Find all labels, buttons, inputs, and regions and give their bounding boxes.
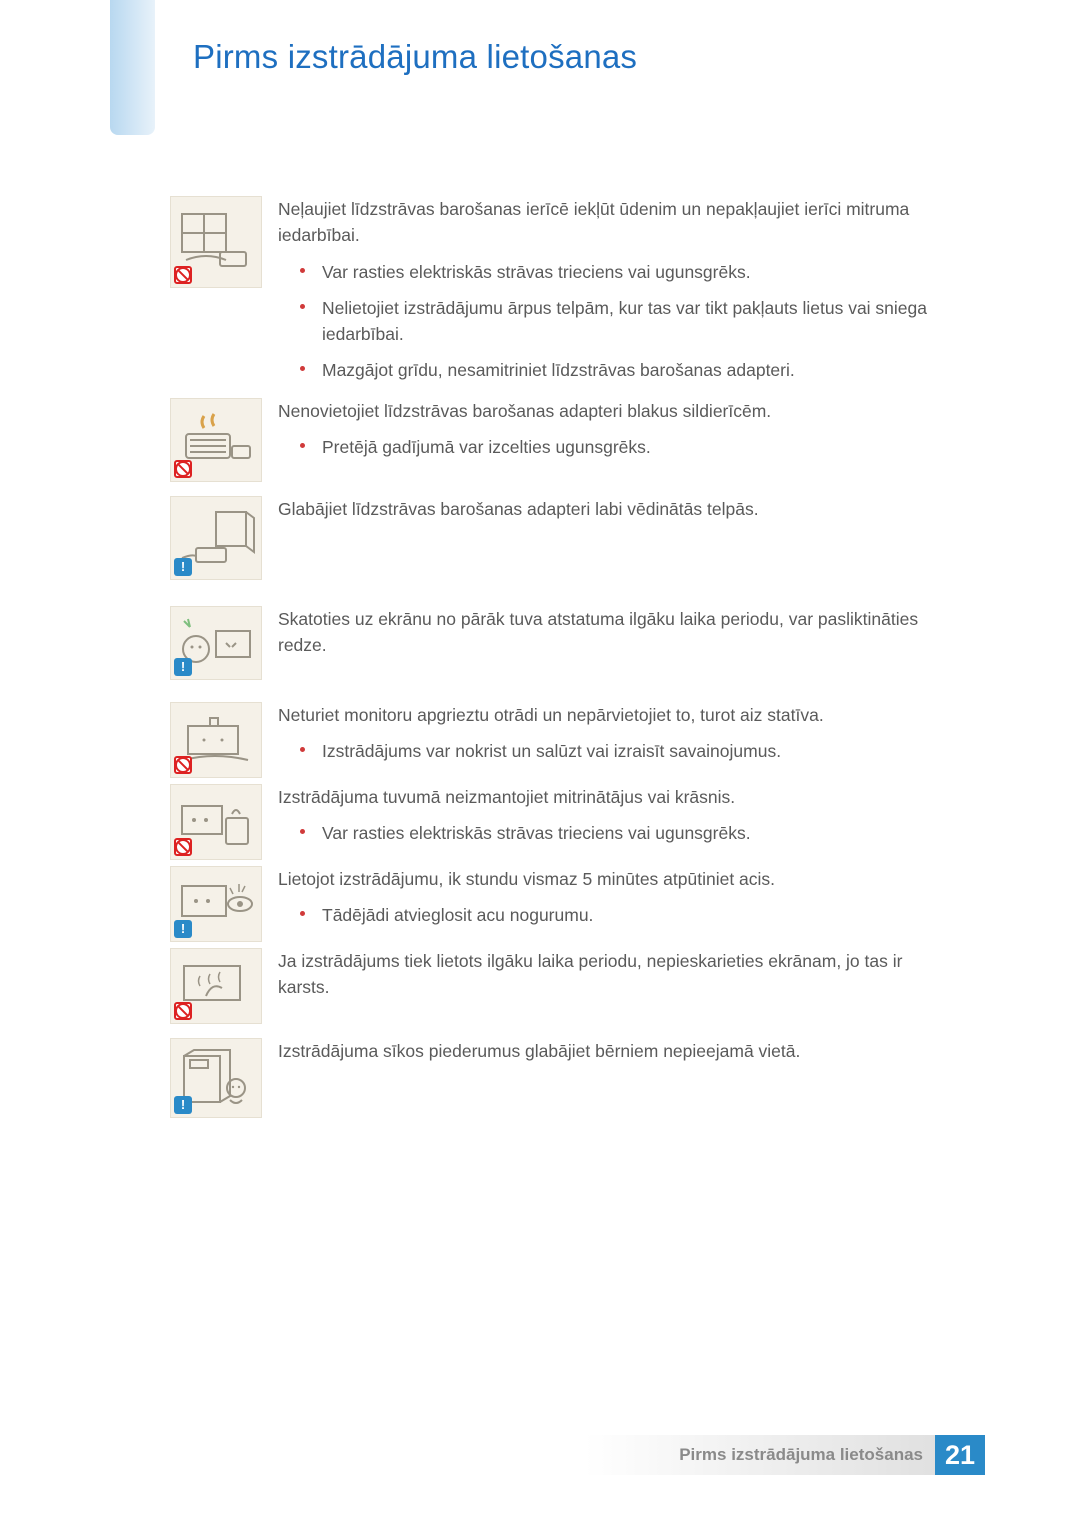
entry-text: Neturiet monitoru apgrieztu otrādi un ne… xyxy=(278,702,950,775)
page-title: Pirms izstrādājuma lietošanas xyxy=(193,38,637,76)
prohibit-badge-icon xyxy=(174,266,192,284)
prohibit-badge-icon xyxy=(174,756,192,774)
bullet-item: Var rasties elektriskās strāvas triecien… xyxy=(322,259,950,285)
entry-lead: Izstrādājuma tuvumā neizmantojiet mitrin… xyxy=(278,784,950,810)
icon-column xyxy=(170,496,278,580)
entry-bullets: Izstrādājums var nokrist un salūzt vai i… xyxy=(278,738,950,764)
footer-section-title: Pirms izstrādājuma lietošanas xyxy=(679,1445,923,1465)
safety-entry: Glabājiet līdzstrāvas barošanas adapteri… xyxy=(170,496,950,580)
page-footer: Pirms izstrādājuma lietošanas 21 xyxy=(0,1435,1080,1475)
prohibit-badge-icon xyxy=(174,460,192,478)
info-badge-icon xyxy=(174,558,192,576)
prohibit-badge-icon xyxy=(174,1002,192,1020)
icon-column xyxy=(170,196,278,288)
prohibit-badge-icon xyxy=(174,838,192,856)
safety-entry: Ja izstrādājums tiek lietots ilgāku laik… xyxy=(170,948,950,1024)
entry-text: Glabājiet līdzstrāvas barošanas adapteri… xyxy=(278,496,950,532)
entry-bullets: Tādējādi atvieglosit acu nogurumu. xyxy=(278,902,950,928)
icon-column xyxy=(170,702,278,778)
bullet-item: Pretējā gadījumā var izcelties ugunsgrēk… xyxy=(322,434,950,460)
window-adapter-icon xyxy=(176,212,256,272)
entry-bullets: Var rasties elektriskās strāvas triecien… xyxy=(278,820,950,846)
pictogram-ventilation xyxy=(170,496,262,580)
entry-text: Ja izstrādājums tiek lietots ilgāku laik… xyxy=(278,948,950,1011)
safety-entry: Neturiet monitoru apgrieztu otrādi un ne… xyxy=(170,702,950,778)
icon-column xyxy=(170,1038,278,1118)
entry-bullets: Pretējā gadījumā var izcelties ugunsgrēk… xyxy=(278,434,950,460)
entry-lead: Glabājiet līdzstrāvas barošanas adapteri… xyxy=(278,496,950,522)
pictogram-water xyxy=(170,196,262,288)
info-badge-icon xyxy=(174,1096,192,1114)
bullet-item: Tādējādi atvieglosit acu nogurumu. xyxy=(322,902,950,928)
icon-column xyxy=(170,606,278,680)
bullet-item: Mazgājot grīdu, nesamitriniet līdzstrāva… xyxy=(322,357,950,383)
entry-lead: Nenovietojiet līdzstrāvas barošanas adap… xyxy=(278,398,950,424)
page: Pirms izstrādājuma lietošanas Neļaujiet xyxy=(0,0,1080,1527)
entry-lead: Ja izstrādājums tiek lietots ilgāku laik… xyxy=(278,948,950,1001)
entry-text: Skatoties uz ekrānu no pārāk tuva atstat… xyxy=(278,606,950,669)
page-number: 21 xyxy=(935,1435,985,1475)
info-badge-icon xyxy=(174,920,192,938)
entry-lead: Skatoties uz ekrānu no pārāk tuva atstat… xyxy=(278,606,950,659)
entry-text: Neļaujiet līdzstrāvas barošanas ierīcē i… xyxy=(278,196,950,394)
entry-lead: Lietojot izstrādājumu, ik stundu vismaz … xyxy=(278,866,950,892)
safety-entry: Izstrādājuma sīkos piederumus glabājiet … xyxy=(170,1038,950,1118)
pictogram-hot-screen xyxy=(170,948,262,1024)
icon-column xyxy=(170,398,278,482)
pictogram-heater xyxy=(170,398,262,482)
entry-bullets: Var rasties elektriskās strāvas triecien… xyxy=(278,259,950,384)
entry-lead: Neļaujiet līdzstrāvas barošanas ierīcē i… xyxy=(278,196,950,249)
icon-column xyxy=(170,784,278,860)
content-column: Neļaujiet līdzstrāvas barošanas ierīcē i… xyxy=(170,196,950,1122)
safety-entry: Lietojot izstrādājumu, ik stundu vismaz … xyxy=(170,866,950,942)
side-tab xyxy=(110,0,155,135)
icon-column xyxy=(170,948,278,1024)
pictogram-humidifier xyxy=(170,784,262,860)
icon-column xyxy=(170,866,278,942)
bullet-item: Izstrādājums var nokrist un salūzt vai i… xyxy=(322,738,950,764)
safety-entry: Skatoties uz ekrānu no pārāk tuva atstat… xyxy=(170,606,950,680)
pictogram-upside-down xyxy=(170,702,262,778)
entry-text: Izstrādājuma tuvumā neizmantojiet mitrin… xyxy=(278,784,950,857)
pictogram-children xyxy=(170,1038,262,1118)
safety-entry: Izstrādājuma tuvumā neizmantojiet mitrin… xyxy=(170,784,950,860)
bullet-item: Var rasties elektriskās strāvas triecien… xyxy=(322,820,950,846)
entry-lead: Neturiet monitoru apgrieztu otrādi un ne… xyxy=(278,702,950,728)
bullet-item: Nelietojiet izstrādājumu ārpus telpām, k… xyxy=(322,295,950,348)
entry-text: Nenovietojiet līdzstrāvas barošanas adap… xyxy=(278,398,950,471)
pictogram-eyesight xyxy=(170,606,262,680)
pictogram-rest-eyes xyxy=(170,866,262,942)
safety-entry: Neļaujiet līdzstrāvas barošanas ierīcē i… xyxy=(170,196,950,394)
entry-text: Lietojot izstrādājumu, ik stundu vismaz … xyxy=(278,866,950,939)
safety-entry: Nenovietojiet līdzstrāvas barošanas adap… xyxy=(170,398,950,482)
info-badge-icon xyxy=(174,658,192,676)
entry-lead: Izstrādājuma sīkos piederumus glabājiet … xyxy=(278,1038,950,1064)
entry-text: Izstrādājuma sīkos piederumus glabājiet … xyxy=(278,1038,950,1074)
